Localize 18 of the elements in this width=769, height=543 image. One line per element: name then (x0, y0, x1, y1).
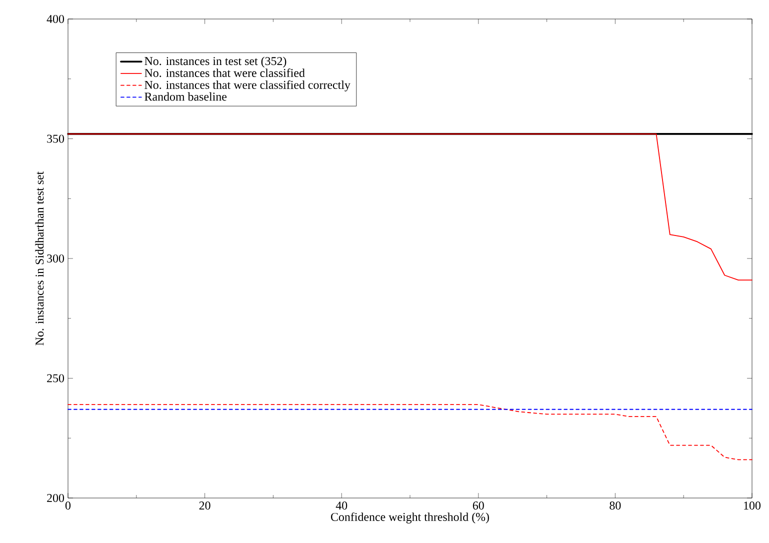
line-series (68, 134, 752, 280)
legend-label: No. instances in test set (352) (144, 56, 286, 68)
y-tick-label: 350 (47, 134, 64, 143)
y-tick-label: 300 (47, 254, 64, 263)
legend-label: Random baseline (144, 92, 227, 101)
legend-label: No. instances that were classified (144, 68, 305, 78)
y-tick-label: 200 (47, 494, 64, 502)
x-tick-label: 100 (744, 502, 761, 510)
legend-label: No. instances that were classified correctly (144, 80, 350, 92)
y-tick-label: 250 (47, 374, 64, 382)
x-tick-label: 80 (610, 502, 621, 510)
x-axis-title: Confidence weight threshold (%) (330, 512, 489, 524)
y-axis-title: No. instances in Siddharthan test set (35, 171, 44, 346)
x-tick-label: 20 (199, 502, 210, 510)
y-tick-label: 400 (46, 14, 64, 24)
x-tick-label: 40 (336, 502, 348, 510)
x-tick-label: 0 (65, 502, 71, 510)
x-tick-label: 60 (472, 502, 484, 510)
